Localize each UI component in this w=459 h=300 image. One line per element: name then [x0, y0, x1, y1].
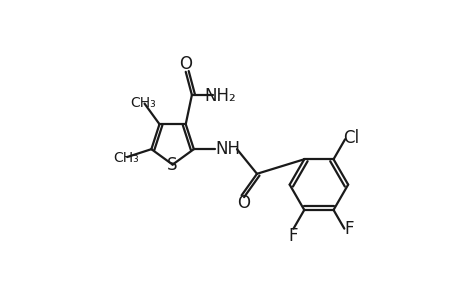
Text: Cl: Cl — [342, 129, 358, 147]
Text: O: O — [179, 55, 192, 73]
Text: NH: NH — [215, 140, 240, 158]
Text: CH₃: CH₃ — [112, 151, 138, 165]
Text: CH₃: CH₃ — [130, 96, 156, 110]
Text: NH₂: NH₂ — [204, 87, 236, 105]
Text: O: O — [236, 194, 249, 212]
Text: S: S — [167, 156, 178, 174]
Text: F: F — [288, 226, 297, 244]
Text: F: F — [343, 220, 353, 238]
